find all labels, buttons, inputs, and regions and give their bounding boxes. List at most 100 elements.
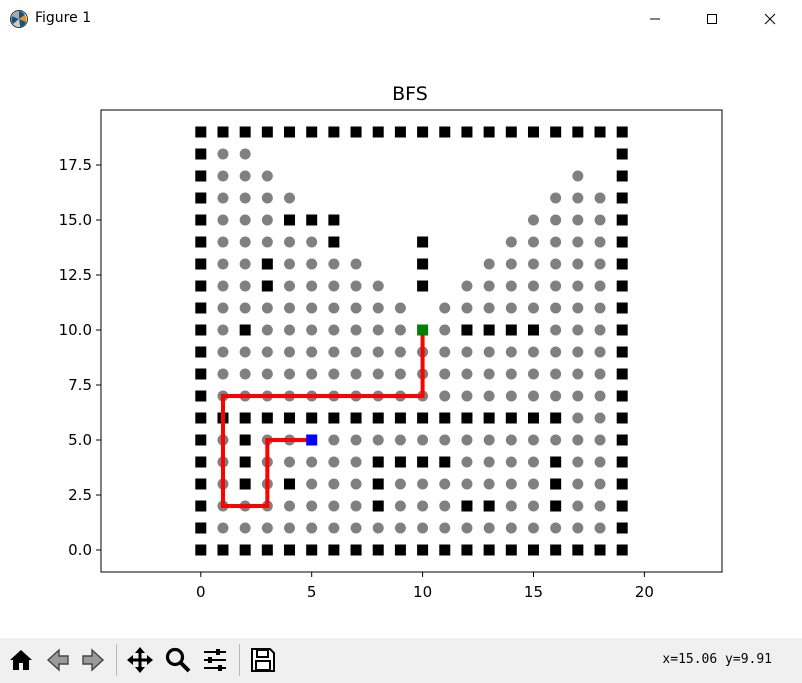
visited-node <box>550 302 562 314</box>
obstacle <box>239 544 251 556</box>
y-tick-label: 0.0 <box>68 541 92 559</box>
visited-node <box>261 192 273 204</box>
visited-node <box>372 368 384 380</box>
visited-node <box>328 478 340 490</box>
back-button[interactable] <box>42 642 74 678</box>
visited-node <box>550 236 562 248</box>
goal-node <box>417 324 429 336</box>
obstacle <box>417 236 429 248</box>
visited-node <box>594 368 606 380</box>
visited-node <box>461 302 473 314</box>
maximize-button[interactable] <box>685 0 739 38</box>
visited-node <box>550 368 562 380</box>
visited-node <box>239 346 251 358</box>
obstacle <box>195 434 207 446</box>
visited-node <box>594 236 606 248</box>
visited-node <box>261 324 273 336</box>
visited-node <box>217 170 229 182</box>
visited-node <box>350 522 362 534</box>
visited-node <box>372 434 384 446</box>
obstacle <box>527 544 539 556</box>
visited-node <box>505 346 517 358</box>
close-button[interactable] <box>743 0 797 38</box>
visited-node <box>261 522 273 534</box>
obstacle <box>461 324 473 336</box>
window-titlebar[interactable]: Figure 1 <box>0 0 802 38</box>
zoom-button[interactable] <box>162 642 194 678</box>
visited-node <box>328 258 340 270</box>
visited-node <box>239 170 251 182</box>
obstacle <box>483 324 495 336</box>
visited-node <box>372 280 384 292</box>
visited-node <box>461 478 473 490</box>
visited-node <box>461 368 473 380</box>
obstacle <box>328 236 340 248</box>
visited-node <box>284 368 296 380</box>
visited-node <box>572 412 584 424</box>
obstacle <box>261 280 273 292</box>
obstacle <box>261 412 273 424</box>
obstacle <box>483 500 495 512</box>
obstacle <box>284 214 296 226</box>
visited-node <box>527 302 539 314</box>
visited-node <box>394 500 406 512</box>
toolbar-separator <box>116 644 117 676</box>
obstacle <box>306 544 318 556</box>
home-button[interactable] <box>5 642 37 678</box>
visited-node <box>284 236 296 248</box>
visited-node <box>550 192 562 204</box>
visited-node <box>505 456 517 468</box>
visited-node <box>239 148 251 160</box>
configure-button[interactable] <box>199 642 231 678</box>
bfs-plot[interactable]: BFS 0 5 10 15 20 0.0 2.5 5.0 7.5 10.0 12.5 15.0 17.5 <box>0 38 802 638</box>
visited-node <box>417 500 429 512</box>
visited-node <box>594 522 606 534</box>
x-tick-label: 10 <box>413 583 432 601</box>
save-button[interactable] <box>247 642 279 678</box>
visited-node <box>328 500 340 512</box>
figure-canvas[interactable]: BFS 0 5 10 15 20 0.0 2.5 5.0 7.5 10.0 12.5 15.0 17.5 <box>0 38 802 638</box>
obstacle <box>284 126 296 138</box>
visited-node <box>217 522 229 534</box>
visited-node <box>505 522 517 534</box>
visited-node <box>550 214 562 226</box>
obstacle <box>483 126 495 138</box>
pan-button[interactable] <box>124 642 156 678</box>
visited-node <box>483 456 495 468</box>
minimize-icon <box>650 18 660 20</box>
visited-node <box>594 412 606 424</box>
visited-node <box>461 434 473 446</box>
visited-node <box>572 346 584 358</box>
obstacle <box>284 544 296 556</box>
x-tick-label: 20 <box>635 583 654 601</box>
visited-node <box>439 368 451 380</box>
visited-node <box>572 390 584 402</box>
visited-node <box>505 280 517 292</box>
obstacle <box>461 500 473 512</box>
visited-node <box>505 434 517 446</box>
visited-node <box>572 302 584 314</box>
visited-node <box>461 280 473 292</box>
obstacle <box>306 412 318 424</box>
y-tick-label: 7.5 <box>68 376 92 394</box>
obstacle <box>328 412 340 424</box>
toolbar-separator <box>239 644 240 676</box>
forward-button[interactable] <box>77 642 109 678</box>
obstacle <box>195 126 207 138</box>
y-tick-label: 10.0 <box>59 321 92 339</box>
visited-node <box>483 390 495 402</box>
obstacle <box>195 346 207 358</box>
obstacle <box>394 412 406 424</box>
minimize-button[interactable] <box>628 0 682 38</box>
obstacle <box>195 412 207 424</box>
obstacle <box>616 236 628 248</box>
visited-node <box>594 280 606 292</box>
obstacle <box>417 544 429 556</box>
cursor-coordinates: x=15.06 y=9.91 <box>662 652 772 667</box>
obstacle <box>616 500 628 512</box>
obstacle <box>239 434 251 446</box>
visited-node <box>217 324 229 336</box>
obstacle <box>239 478 251 490</box>
obstacle <box>439 456 451 468</box>
visited-node <box>306 478 318 490</box>
